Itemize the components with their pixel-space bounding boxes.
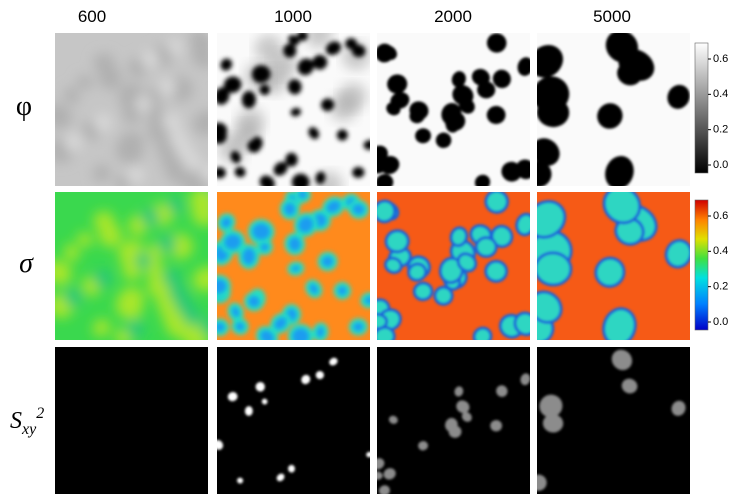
domain	[200, 164, 218, 182]
column-header: 1000	[274, 7, 312, 26]
domain	[476, 237, 497, 257]
domain	[175, 296, 193, 314]
panel	[212, 347, 374, 494]
panel	[55, 347, 208, 494]
domain	[240, 246, 258, 268]
panel-background	[217, 347, 370, 494]
tick-label: 0.6	[713, 53, 728, 65]
domain	[361, 293, 377, 307]
domain	[349, 201, 368, 219]
domain	[313, 324, 327, 341]
haze	[339, 83, 367, 111]
tick-label: 0.2	[713, 124, 728, 136]
domain	[64, 289, 82, 307]
domain	[534, 252, 571, 286]
domain	[175, 141, 193, 159]
domain	[200, 318, 218, 336]
domain	[126, 166, 144, 184]
panel	[40, 181, 226, 355]
column-header: 600	[78, 7, 106, 26]
domain	[158, 78, 176, 96]
domain	[368, 314, 387, 329]
figure: 600 1000 2000 5000 φ σ Sxy2 0.6 0.4 0.2 0.0…	[0, 0, 730, 494]
haze	[237, 108, 265, 136]
domain	[413, 282, 432, 301]
panels	[40, 20, 695, 494]
tick-label: 0.0	[713, 159, 728, 171]
domain	[207, 275, 231, 298]
column-header: 2000	[434, 7, 472, 26]
domain	[158, 235, 176, 253]
domain	[485, 261, 507, 282]
domain	[163, 113, 181, 131]
domain	[94, 114, 112, 132]
domain	[94, 270, 112, 288]
domain	[141, 50, 159, 68]
colorbar	[695, 43, 708, 173]
domain	[288, 262, 303, 275]
domain	[249, 220, 273, 242]
label-base: S	[10, 408, 22, 434]
tick-label: 0.4	[713, 88, 728, 100]
tick-label: 0.0	[713, 316, 728, 328]
panel	[370, 347, 531, 494]
tick-label: 0.6	[713, 210, 728, 222]
panel	[204, 187, 378, 349]
panel	[519, 180, 695, 350]
label-sup: 2	[36, 405, 44, 422]
panel	[521, 24, 694, 193]
panel	[40, 22, 226, 201]
row-label: φ	[16, 91, 32, 122]
panel-background	[55, 347, 208, 494]
domain	[295, 187, 311, 202]
domain	[289, 325, 312, 347]
panel	[527, 345, 690, 494]
colorbar	[695, 200, 708, 330]
panel	[364, 188, 540, 348]
domain	[141, 208, 159, 226]
domain	[64, 133, 82, 151]
row-label: σ	[19, 248, 34, 279]
panel	[365, 31, 538, 194]
label-sub: xy	[21, 421, 37, 438]
domain	[318, 252, 337, 271]
tick-label: 0.4	[713, 245, 728, 257]
tick-label: 0.2	[713, 281, 728, 293]
colorbar-ticks: 0.6 0.4 0.2 0.0 0.6 0.4 0.2 0.0	[708, 53, 728, 328]
domain	[282, 200, 298, 217]
domain	[126, 320, 144, 338]
domain	[212, 320, 227, 334]
panel	[206, 20, 376, 199]
domain	[163, 269, 181, 287]
domain	[286, 234, 304, 254]
haze	[255, 35, 283, 63]
column-header: 5000	[593, 7, 631, 26]
domain	[350, 320, 366, 335]
row-label: Sxy2	[10, 405, 44, 438]
